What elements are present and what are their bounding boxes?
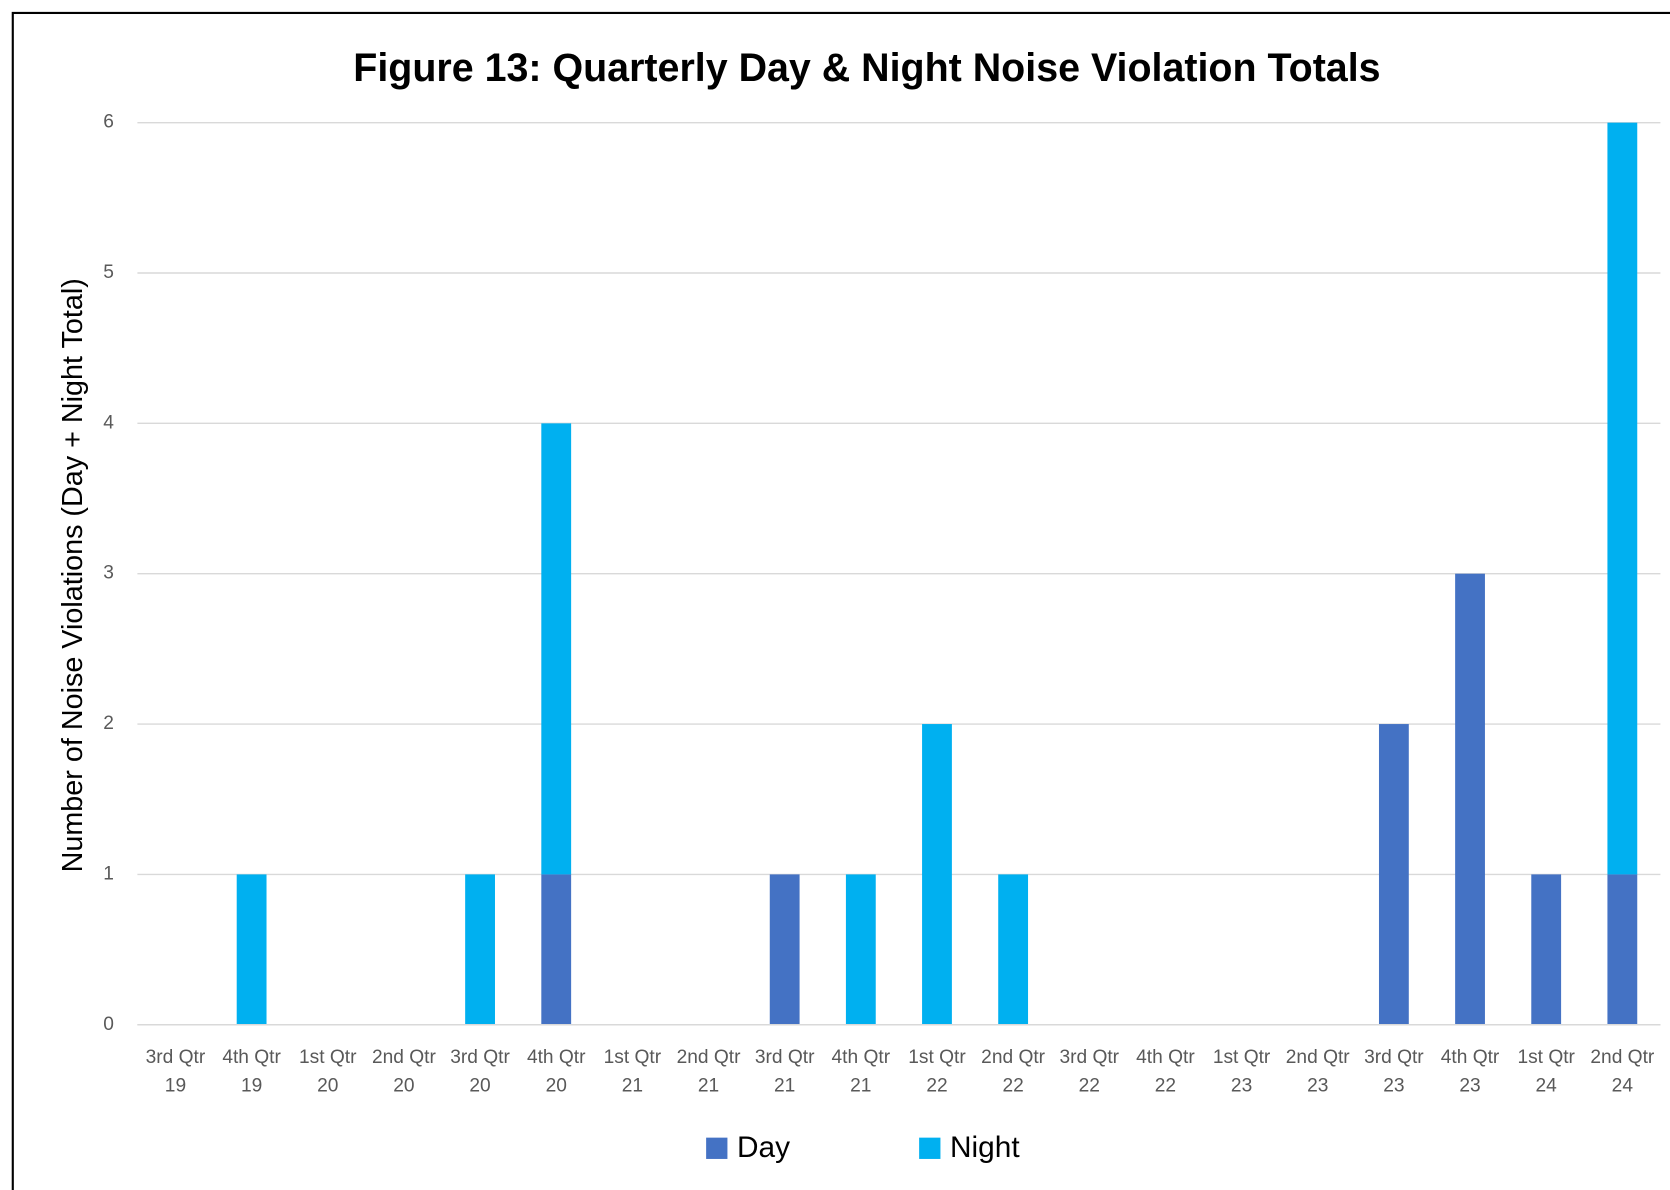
- chart-frame: [11, 11, 1670, 1190]
- bar-segment: [1455, 573, 1485, 1025]
- x-tick-label: 3rd Qtr: [755, 1047, 815, 1068]
- legend-swatch: [919, 1137, 941, 1159]
- y-axis-title: Number of Noise Violations (Day + Night …: [57, 278, 89, 872]
- x-tick-label: 23: [1307, 1076, 1328, 1097]
- x-tick-label: 2nd Qtr: [1590, 1047, 1655, 1068]
- x-tick-label: 22: [1002, 1076, 1023, 1097]
- x-tick-label: 24: [1612, 1076, 1634, 1097]
- bar-segment: [998, 874, 1029, 1025]
- x-tick-label: 19: [165, 1076, 186, 1097]
- x-tick-label: 4th Qtr: [1441, 1047, 1500, 1068]
- x-tick-label: 22: [926, 1076, 947, 1097]
- bar-segment: [1531, 874, 1562, 1025]
- x-tick-label: 1st Qtr: [908, 1047, 966, 1068]
- x-tick-label: 21: [850, 1076, 871, 1097]
- bar-segment: [769, 874, 800, 1025]
- x-tick-label: 20: [393, 1076, 414, 1097]
- y-tick-label: 2: [103, 713, 114, 734]
- x-tick-label: 4th Qtr: [1136, 1047, 1195, 1068]
- x-tick-label: 4th Qtr: [222, 1047, 281, 1068]
- legend-label: Night: [950, 1131, 1020, 1164]
- x-tick-label: 21: [774, 1076, 795, 1097]
- x-tick-label: 3rd Qtr: [1059, 1047, 1119, 1068]
- y-tick-label: 0: [103, 1014, 114, 1035]
- x-tick-label: 2nd Qtr: [677, 1047, 742, 1068]
- bar-segment: [541, 423, 572, 875]
- bar-segment: [541, 874, 572, 1025]
- x-tick-label: 20: [469, 1076, 490, 1097]
- x-tick-label: 1st Qtr: [1517, 1047, 1575, 1068]
- x-tick-label: 20: [546, 1076, 567, 1097]
- x-tick-label: 19: [241, 1076, 262, 1097]
- x-tick-label: 23: [1231, 1076, 1252, 1097]
- x-tick-label: 24: [1536, 1076, 1558, 1097]
- x-tick-label: 2nd Qtr: [372, 1047, 437, 1068]
- x-tick-label: 21: [698, 1076, 719, 1097]
- y-tick-label: 1: [103, 863, 114, 884]
- y-tick-label: 3: [103, 563, 114, 584]
- x-tick-label: 3rd Qtr: [450, 1047, 510, 1068]
- bar-segment: [845, 874, 876, 1025]
- x-tick-label: 23: [1459, 1076, 1480, 1097]
- legend-swatch: [706, 1137, 728, 1159]
- bar-segment: [465, 874, 495, 1025]
- x-tick-label: 21: [622, 1076, 643, 1097]
- x-tick-label: 23: [1383, 1076, 1404, 1097]
- legend-label: Day: [737, 1131, 790, 1164]
- bar-segment: [1378, 724, 1409, 1025]
- y-tick-label: 6: [103, 112, 114, 133]
- x-tick-label: 22: [1155, 1076, 1176, 1097]
- bar-segment: [922, 724, 952, 1025]
- y-tick-label: 5: [103, 262, 114, 283]
- bar-segment: [236, 874, 267, 1025]
- x-tick-label: 2nd Qtr: [981, 1047, 1046, 1068]
- x-tick-label: 22: [1079, 1076, 1100, 1097]
- y-tick-label: 4: [103, 412, 114, 433]
- x-tick-label: 4th Qtr: [527, 1047, 586, 1068]
- chart-title: Figure 13: Quarterly Day & Night Noise V…: [353, 46, 1380, 90]
- x-tick-label: 20: [317, 1076, 338, 1097]
- x-tick-label: 3rd Qtr: [1364, 1047, 1424, 1068]
- x-tick-label: 1st Qtr: [604, 1047, 662, 1068]
- x-tick-label: 1st Qtr: [299, 1047, 357, 1068]
- x-tick-label: 1st Qtr: [1213, 1047, 1271, 1068]
- x-tick-label: 3rd Qtr: [146, 1047, 206, 1068]
- x-tick-label: 2nd Qtr: [1286, 1047, 1351, 1068]
- x-tick-label: 4th Qtr: [832, 1047, 891, 1068]
- bar-segment: [1607, 874, 1638, 1025]
- bar-segment: [1607, 122, 1638, 875]
